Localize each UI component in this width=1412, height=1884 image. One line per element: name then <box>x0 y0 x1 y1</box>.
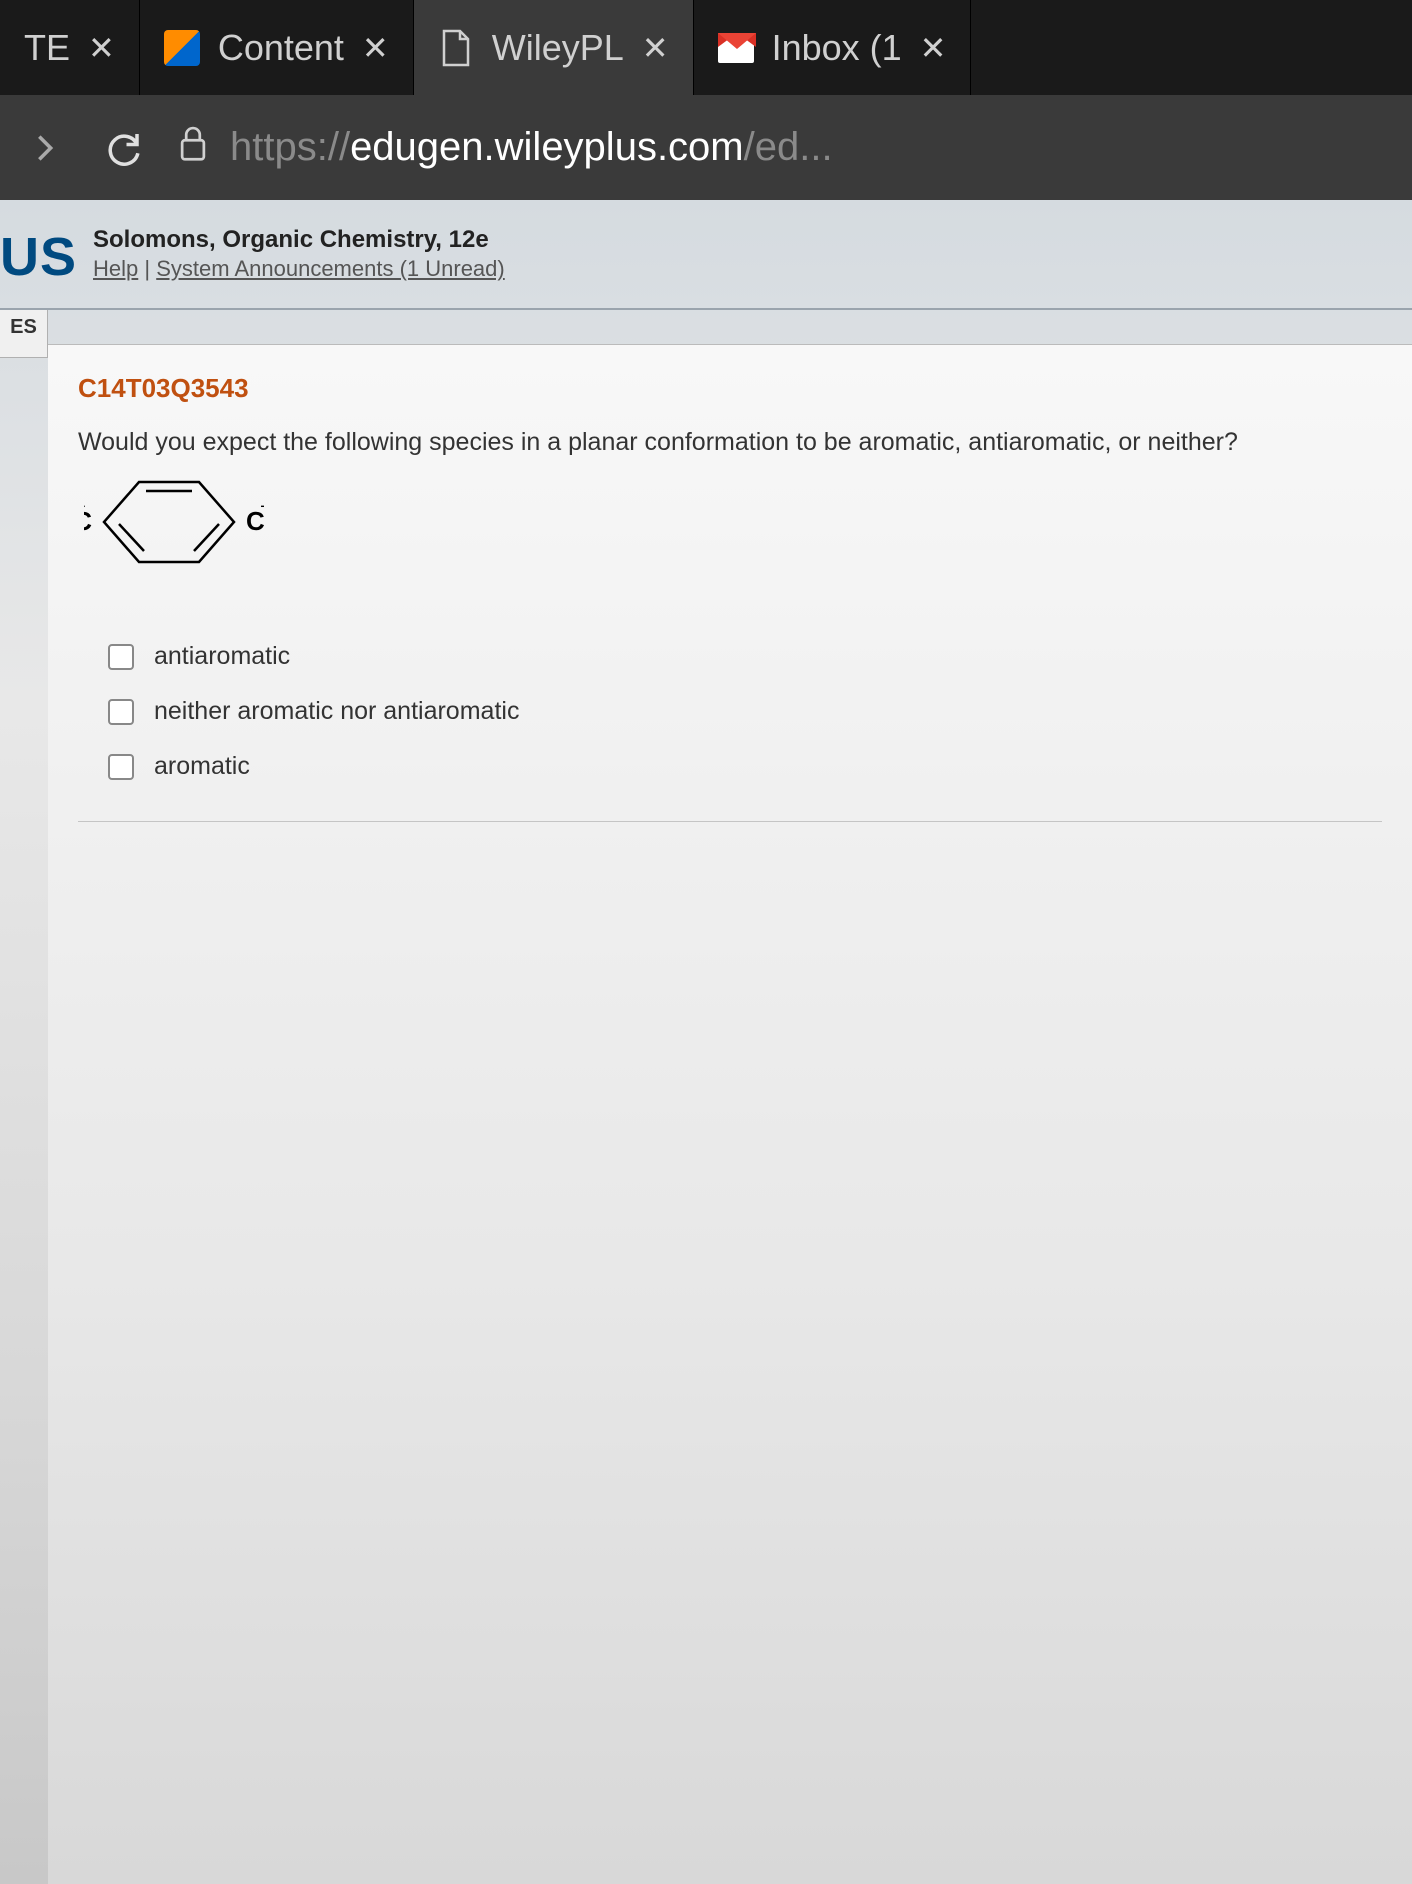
header-text: Solomons, Organic Chemistry, 12e Help | … <box>93 226 505 282</box>
question-id: C14T03Q3543 <box>78 373 1382 404</box>
page-header: US Solomons, Organic Chemistry, 12e Help… <box>0 200 1412 310</box>
option-label: neither aromatic nor antiaromatic <box>154 697 519 726</box>
tabs-row: TE ✕ Content ✕ WileyPL ✕ Inbox (1 ✕ <box>0 0 1412 95</box>
options-block: antiaromatic neither aromatic nor antiar… <box>78 642 1382 822</box>
gmail-icon <box>718 30 754 66</box>
wileyplus-logo: US <box>0 226 77 288</box>
option-label: antiaromatic <box>154 642 290 671</box>
close-icon[interactable]: ✕ <box>88 29 115 67</box>
url-text: https://edugen.wileyplus.com/ed... <box>230 125 833 170</box>
close-icon[interactable]: ✕ <box>642 29 669 67</box>
url-bar[interactable]: https://edugen.wileyplus.com/ed... <box>176 124 833 172</box>
checkbox-icon[interactable] <box>108 644 134 670</box>
header-links: Help | System Announcements (1 Unread) <box>93 256 505 282</box>
page-content: US Solomons, Organic Chemistry, 12e Help… <box>0 200 1412 1884</box>
molecule-diagram: C C − − <box>84 467 1382 582</box>
tab-label: WileyPL <box>492 27 624 69</box>
option-aromatic[interactable]: aromatic <box>108 752 1382 781</box>
option-antiaromatic[interactable]: antiaromatic <box>108 642 1382 671</box>
refresh-button[interactable] <box>98 123 148 173</box>
pencil-icon <box>164 30 200 66</box>
main-row: ES C14T03Q3543 Would you expect the foll… <box>0 310 1412 1884</box>
address-bar-row: https://edugen.wileyplus.com/ed... <box>0 95 1412 200</box>
forward-button[interactable] <box>20 123 70 173</box>
browser-tab-inbox[interactable]: Inbox (1 ✕ <box>694 0 972 95</box>
help-link[interactable]: Help <box>93 256 138 281</box>
tab-label: Content <box>218 27 344 69</box>
browser-tab-te[interactable]: TE ✕ <box>0 0 140 95</box>
svg-text:−: − <box>84 496 86 518</box>
announcements-link[interactable]: System Announcements (1 Unread) <box>156 256 505 281</box>
browser-tab-wileypl[interactable]: WileyPL ✕ <box>414 0 694 95</box>
tab-label: TE <box>24 27 70 69</box>
tab-label: Inbox (1 <box>772 27 902 69</box>
question-text: Would you expect the following species i… <box>78 428 1382 457</box>
lock-icon <box>176 124 210 172</box>
page-icon <box>438 30 474 66</box>
option-label: aromatic <box>154 752 250 781</box>
checkbox-icon[interactable] <box>108 754 134 780</box>
close-icon[interactable]: ✕ <box>920 29 947 67</box>
browser-chrome: TE ✕ Content ✕ WileyPL ✕ Inbox (1 ✕ <box>0 0 1412 200</box>
svg-text:−: − <box>260 496 264 518</box>
question-panel: C14T03Q3543 Would you expect the followi… <box>48 344 1412 1884</box>
option-neither[interactable]: neither aromatic nor antiaromatic <box>108 697 1382 726</box>
answer-options: antiaromatic neither aromatic nor antiar… <box>108 642 1382 781</box>
close-icon[interactable]: ✕ <box>362 29 389 67</box>
browser-tab-content[interactable]: Content ✕ <box>140 0 414 95</box>
side-tab[interactable]: ES <box>0 310 48 358</box>
course-title: Solomons, Organic Chemistry, 12e <box>93 226 505 254</box>
checkbox-icon[interactable] <box>108 699 134 725</box>
